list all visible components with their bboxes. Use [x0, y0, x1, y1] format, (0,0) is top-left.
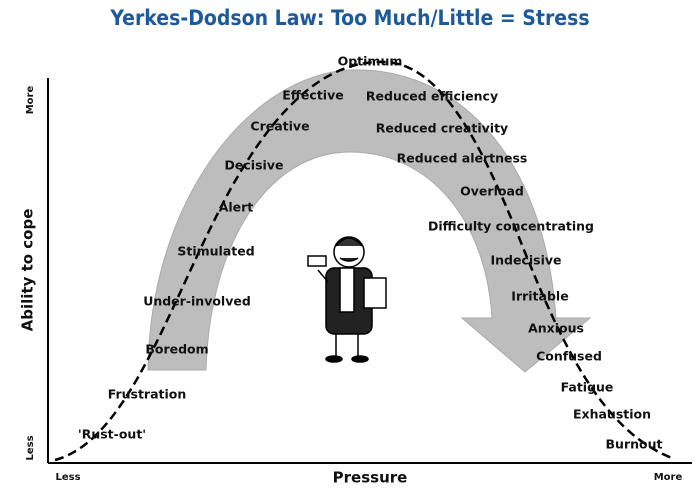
rising-label: Creative: [250, 119, 309, 134]
rising-label: Effective: [282, 88, 343, 103]
falling-label: Irritable: [511, 289, 568, 304]
y-axis-low: Less: [25, 435, 36, 460]
falling-label: Overload: [460, 184, 524, 199]
peak-label: Optimum: [338, 54, 403, 69]
x-axis-label: Pressure: [333, 469, 408, 487]
falling-label: Anxious: [528, 321, 584, 336]
y-axis-high: More: [25, 86, 36, 115]
rising-label: 'Rust-out': [78, 427, 146, 442]
rising-label: Under-involved: [143, 294, 251, 309]
falling-label: Reduced efficiency: [366, 89, 498, 104]
falling-label: Reduced alertness: [397, 151, 528, 166]
x-axis-low: Less: [55, 472, 80, 483]
judge-figure: [307, 236, 387, 363]
x-axis-high: More: [654, 472, 683, 483]
rising-label: Stimulated: [177, 244, 254, 259]
falling-label: Exhaustion: [573, 407, 651, 422]
falling-label: Burnout: [606, 437, 663, 452]
performance-curve: [54, 60, 673, 462]
falling-label: Confused: [536, 349, 602, 364]
rising-label: Frustration: [108, 387, 187, 402]
falling-label: Indecisive: [490, 253, 561, 268]
falling-label: Difficulty concentrating: [428, 219, 594, 234]
rising-label: Decisive: [225, 158, 284, 173]
title: Yerkes-Dodson Law: Too Much/Little = Str…: [109, 6, 589, 30]
rising-label: Alert: [219, 200, 254, 215]
rising-label: Boredom: [145, 342, 208, 357]
y-axis-label: Ability to cope: [19, 209, 37, 332]
falling-label: Fatigue: [561, 380, 614, 395]
falling-label: Reduced creativity: [376, 121, 508, 136]
